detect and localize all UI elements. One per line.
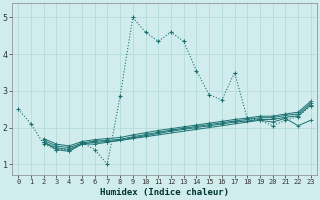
X-axis label: Humidex (Indice chaleur): Humidex (Indice chaleur) xyxy=(100,188,229,197)
